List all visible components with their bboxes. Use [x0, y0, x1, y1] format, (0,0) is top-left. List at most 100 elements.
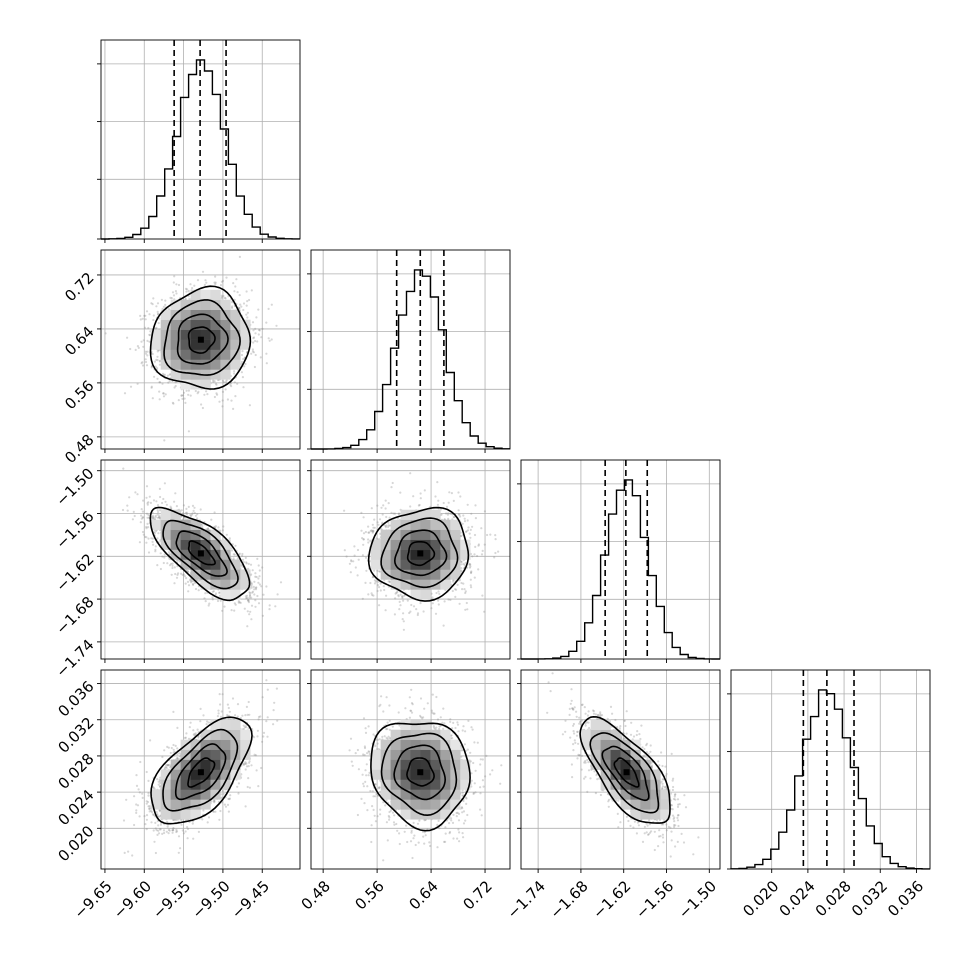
- scatter-point: [467, 526, 470, 529]
- scatter-point: [184, 736, 187, 739]
- scatter-point: [186, 827, 190, 831]
- scatter-point: [625, 710, 628, 713]
- scatter-point: [596, 778, 599, 781]
- scatter-point: [279, 581, 283, 584]
- scatter-point: [147, 792, 150, 795]
- scatter-point: [595, 774, 598, 777]
- scatter-point: [233, 372, 236, 375]
- scatter-point: [450, 819, 453, 822]
- scatter-point: [270, 338, 273, 341]
- scatter-point: [166, 825, 169, 828]
- scatter-point: [193, 284, 196, 287]
- scatter-point: [457, 509, 460, 512]
- scatter-point: [572, 730, 575, 733]
- scatter-point: [238, 601, 241, 604]
- scatter-point: [159, 828, 162, 831]
- density-block: [390, 519, 401, 530]
- scatter-point: [410, 688, 413, 691]
- scatter-point: [268, 608, 271, 611]
- scatter-point: [257, 333, 260, 336]
- scatter-point: [438, 827, 441, 830]
- scatter-point: [381, 735, 384, 739]
- scatter-point: [461, 729, 464, 732]
- density-block: [230, 589, 241, 600]
- density-block: [400, 579, 411, 590]
- scatter-point: [454, 726, 457, 730]
- scatter-point: [257, 577, 260, 580]
- scatter-point: [452, 813, 455, 817]
- scatter-point: [636, 730, 639, 733]
- scatter-point: [158, 360, 161, 363]
- scatter-point: [161, 555, 164, 558]
- scatter-point: [416, 613, 419, 617]
- scatter-point: [250, 289, 253, 292]
- density-block: [180, 549, 191, 560]
- scatter-point: [163, 482, 166, 485]
- scatter-point: [202, 809, 205, 812]
- scatter-point: [244, 556, 247, 560]
- scatter-point: [166, 820, 169, 823]
- scatter-point: [673, 820, 676, 823]
- scatter-point: [146, 502, 149, 505]
- scatter-point: [456, 811, 459, 815]
- scatter-point: [191, 504, 195, 507]
- scatter-point: [569, 702, 572, 705]
- scatter-point: [245, 313, 248, 316]
- scatter-point: [183, 736, 186, 740]
- scatter-point: [549, 690, 552, 693]
- density-block: [460, 779, 471, 790]
- scatter-point: [674, 798, 677, 801]
- scatter-point: [366, 752, 369, 755]
- scatter-point: [682, 841, 686, 844]
- scatter-point: [276, 719, 279, 722]
- scatter-point: [416, 612, 420, 615]
- scatter-point: [175, 830, 179, 833]
- scatter-point: [233, 370, 236, 373]
- scatter-point: [646, 757, 649, 760]
- scatter-point: [638, 733, 641, 736]
- scatter-point: [396, 829, 399, 832]
- scatter-point: [172, 710, 175, 714]
- scatter-point: [460, 534, 463, 538]
- scatter-point: [236, 703, 240, 706]
- scatter-point: [462, 810, 466, 813]
- scatter-point: [182, 391, 186, 394]
- scatter-point: [469, 584, 472, 587]
- density-block: [390, 569, 401, 580]
- scatter-point: [175, 576, 179, 579]
- contour-level: [380, 732, 458, 817]
- scatter-point: [223, 605, 226, 608]
- scatter-point: [161, 501, 164, 505]
- scatter-point: [616, 726, 619, 729]
- contour-level: [589, 732, 660, 814]
- scatter-point: [443, 600, 446, 603]
- scatter-point: [180, 394, 183, 397]
- scatter-point: [207, 527, 210, 531]
- scatter-point: [159, 552, 162, 555]
- scatter-point: [455, 815, 458, 818]
- scatter-point: [426, 702, 429, 705]
- scatter-point: [353, 554, 356, 557]
- scatter-point: [472, 791, 475, 795]
- scatter-point: [363, 802, 366, 805]
- scatter-point: [241, 554, 244, 558]
- scatter-point: [214, 810, 217, 813]
- scatter-point: [367, 725, 370, 728]
- scatter-point: [434, 727, 437, 730]
- scatter-point: [429, 844, 432, 848]
- scatter-point: [356, 813, 359, 817]
- scatter-point: [142, 339, 145, 342]
- density-block: [170, 359, 181, 370]
- scatter-point: [481, 779, 484, 782]
- scatter-point: [158, 514, 161, 517]
- contour-level: [406, 541, 436, 567]
- scatter-point: [168, 829, 171, 832]
- scatter-point: [219, 284, 223, 287]
- density-block: [200, 799, 211, 810]
- scatter-point: [233, 290, 236, 293]
- scatter-point: [206, 393, 209, 396]
- scatter-point: [145, 814, 149, 817]
- density-block: [590, 719, 601, 730]
- scatter-point: [163, 831, 166, 835]
- scatter-point: [388, 580, 391, 583]
